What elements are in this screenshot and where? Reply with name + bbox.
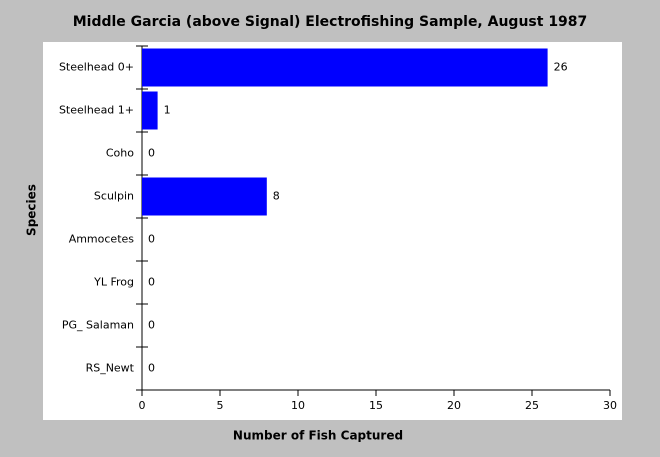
chart-title: Middle Garcia (above Signal) Electrofish… <box>73 14 588 30</box>
data-label: 0 <box>148 147 155 160</box>
data-label: 8 <box>273 190 280 203</box>
x-tick-label: 10 <box>291 399 305 412</box>
x-tick-label: 15 <box>369 399 383 412</box>
data-label: 0 <box>148 276 155 289</box>
y-tick-label: Ammocetes <box>69 233 135 246</box>
x-tick-label: 5 <box>217 399 224 412</box>
y-axis-title: Species <box>25 184 39 236</box>
y-tick-label: Steelhead 1+ <box>59 104 134 117</box>
bar <box>142 48 548 87</box>
data-label: 0 <box>148 362 155 375</box>
y-tick-label: YL Frog <box>93 276 134 289</box>
y-tick-label: PG_ Salaman <box>62 319 134 332</box>
x-tick-label: 25 <box>525 399 539 412</box>
x-axis-title: Number of Fish Captured <box>233 429 403 443</box>
x-tick-label: 0 <box>139 399 146 412</box>
bar <box>142 177 267 216</box>
bar <box>142 91 158 130</box>
y-tick-label: Sculpin <box>94 190 134 203</box>
plot-panel <box>43 42 622 420</box>
y-tick-label: Steelhead 0+ <box>59 61 134 74</box>
y-tick-label: Coho <box>106 147 134 160</box>
data-label: 26 <box>554 61 568 74</box>
data-label: 0 <box>148 319 155 332</box>
y-tick-label: RS_Newt <box>86 362 135 375</box>
x-tick-label: 30 <box>603 399 617 412</box>
data-label: 0 <box>148 233 155 246</box>
data-label: 1 <box>164 104 171 117</box>
x-tick-label: 20 <box>447 399 461 412</box>
